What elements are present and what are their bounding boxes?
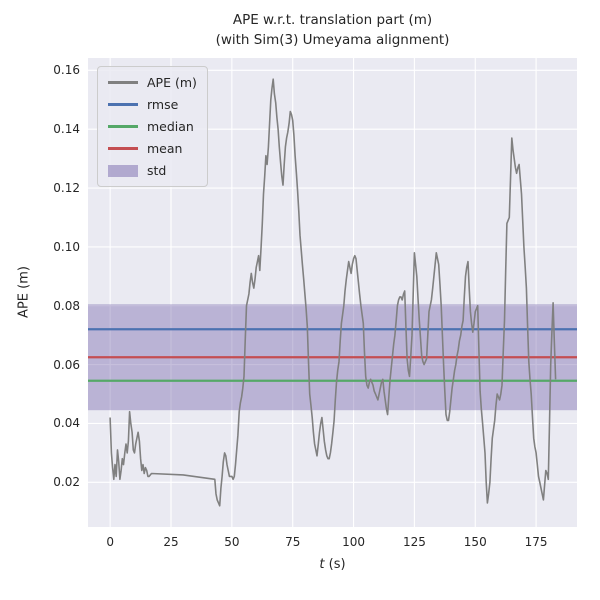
x-tick-label: 25 bbox=[163, 535, 179, 549]
chart-title-line2: (with Sim(3) Umeyama alignment) bbox=[215, 32, 450, 49]
rmse-line-swatch bbox=[108, 103, 138, 106]
legend-label-rmse: rmse bbox=[147, 97, 179, 112]
plot-area bbox=[88, 58, 577, 527]
legend-label-median: median bbox=[147, 119, 194, 134]
x-tick-label: 150 bbox=[463, 535, 487, 549]
ape-line bbox=[109, 78, 557, 507]
legend-label-std: std bbox=[147, 163, 167, 178]
x-axis-label: t (s) bbox=[88, 557, 577, 572]
x-axis-label-unit: (s) bbox=[324, 557, 346, 572]
chart-title-line1: APE w.r.t. translation part (m) bbox=[232, 12, 433, 28]
x-axis-label-var: t bbox=[319, 557, 325, 572]
x-tick-label: 100 bbox=[342, 535, 365, 549]
y-axis-label: APE (m) bbox=[16, 266, 32, 318]
y-tick-label: 0.04 bbox=[53, 416, 80, 431]
chart-title: APE w.r.t. translation part (m) (with Si… bbox=[88, 10, 577, 51]
y-tick-label: 0.12 bbox=[53, 181, 80, 196]
x-tick-label: 0 bbox=[106, 535, 114, 549]
std-patch-swatch bbox=[108, 164, 138, 177]
y-tick-label: 0.16 bbox=[53, 63, 80, 78]
legend-item-std: std bbox=[108, 162, 197, 179]
legend-item-mean: mean bbox=[108, 140, 197, 157]
y-tick-label: 0.14 bbox=[53, 122, 80, 137]
ape-line-swatch bbox=[108, 81, 138, 84]
legend-label-ape: APE (m) bbox=[147, 75, 197, 90]
x-tick-label: 75 bbox=[285, 535, 301, 549]
legend-item-median: median bbox=[108, 118, 197, 135]
x-tick-label: 175 bbox=[524, 535, 548, 549]
x-tick-label: 50 bbox=[224, 535, 240, 549]
legend-item-rmse: rmse bbox=[108, 96, 197, 113]
plot-canvas bbox=[88, 58, 577, 527]
y-tick-label: 0.06 bbox=[53, 357, 80, 372]
median-line-swatch bbox=[108, 125, 138, 128]
legend: APE (m) rmse median mean std bbox=[97, 66, 208, 187]
y-tick-label: 0.08 bbox=[53, 298, 80, 313]
mean-line-swatch bbox=[108, 147, 138, 150]
y-tick-label: 0.10 bbox=[53, 239, 80, 254]
legend-item-ape: APE (m) bbox=[108, 74, 197, 91]
x-tick-label: 125 bbox=[402, 535, 426, 549]
legend-label-mean: mean bbox=[147, 141, 183, 156]
y-tick-label: 0.02 bbox=[53, 475, 80, 490]
